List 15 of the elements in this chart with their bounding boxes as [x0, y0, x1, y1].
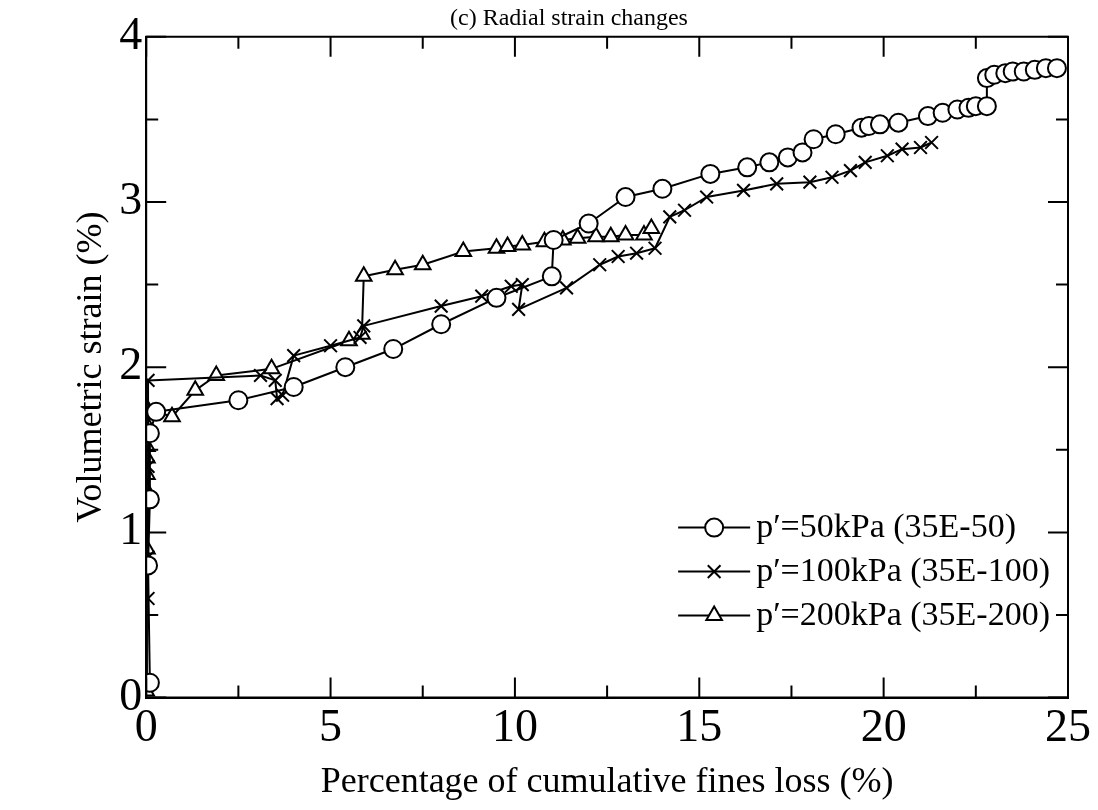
- x-tick-label: 10: [491, 700, 538, 752]
- y-tick-label: 1: [119, 503, 143, 555]
- chart-title: (c) Radial strain changes: [450, 3, 688, 30]
- x-tick-label: 25: [1045, 700, 1091, 752]
- y-tick-label: 4: [119, 7, 143, 59]
- legend-label: p′=200kPa (35E-200): [756, 594, 1051, 633]
- x-axis-title: Percentage of cumulative fines loss (%): [320, 759, 894, 800]
- y-axis-title: Volumetric strain (%): [69, 211, 110, 523]
- x-tick-label: 20: [860, 700, 907, 752]
- x-tick-label: 15: [676, 700, 723, 752]
- legend-label: p′=100kPa (35E-100): [756, 550, 1051, 589]
- legend-label: p′=50kPa (35E-50): [756, 506, 1017, 545]
- y-tick-label: 3: [119, 173, 143, 225]
- x-tick-label: 5: [319, 700, 343, 752]
- y-tick-label: 2: [119, 338, 143, 390]
